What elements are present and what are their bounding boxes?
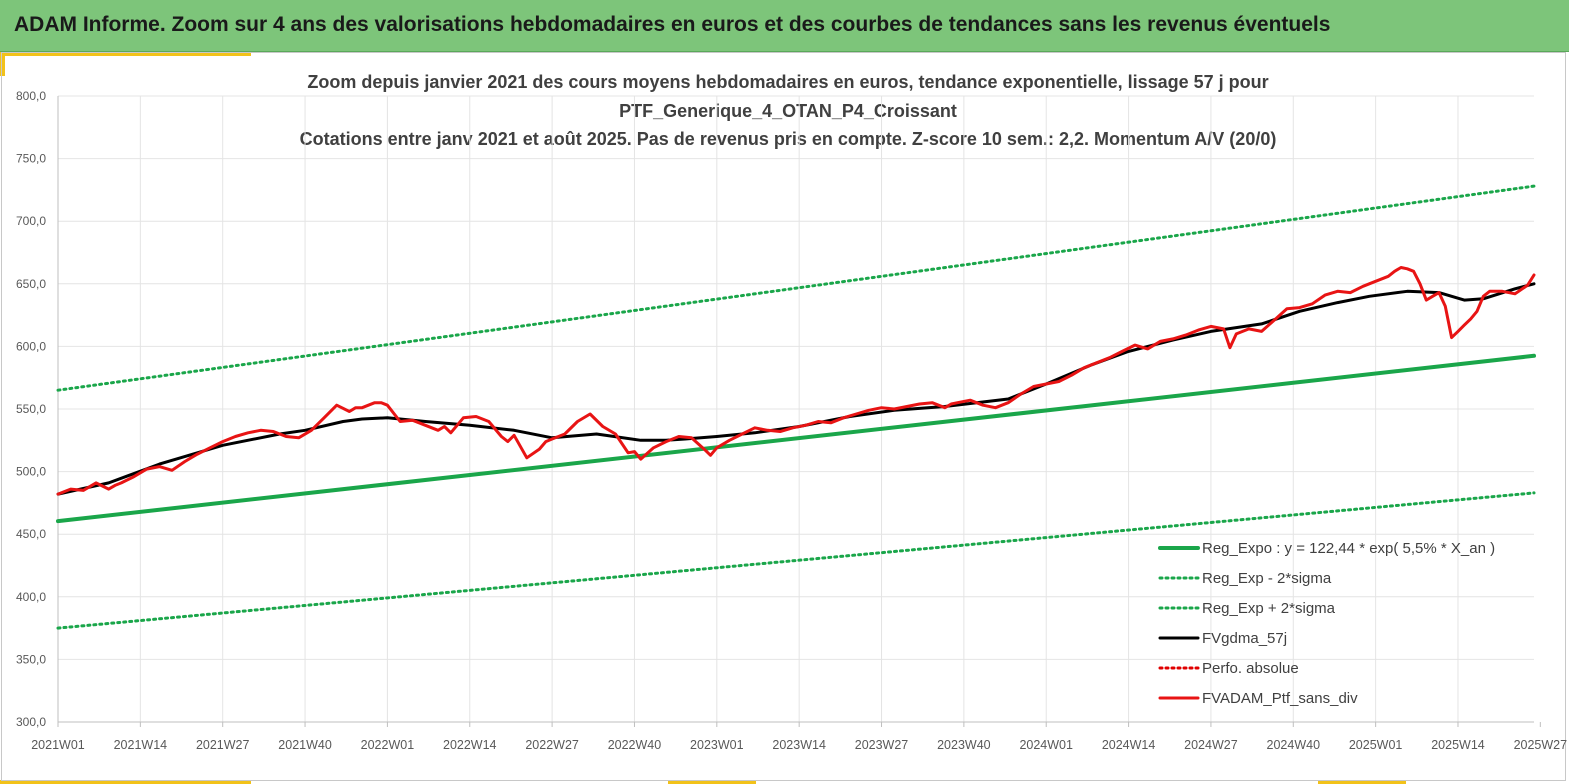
y-tick-label: 750,0 bbox=[16, 152, 46, 166]
lower-sigma-band bbox=[56, 491, 1536, 630]
accent-bar-bottom-mid bbox=[668, 780, 756, 784]
x-tick-label: 2021W27 bbox=[196, 738, 250, 752]
y-tick-label: 500,0 bbox=[16, 465, 46, 479]
y-tick-label: 400,0 bbox=[16, 590, 46, 604]
x-tick-label: 2024W27 bbox=[1184, 738, 1238, 752]
accent-bar-bottom-left bbox=[0, 780, 251, 784]
x-tick-label: 2024W40 bbox=[1267, 738, 1321, 752]
report-banner: ADAM Informe. Zoom sur 4 ans des valoris… bbox=[0, 0, 1569, 52]
legend-label: Reg_Expo : y = 122,44 * exp( 5,5% * X_an… bbox=[1202, 540, 1495, 557]
legend-label: FVADAM_Ptf_sans_div bbox=[1202, 690, 1358, 707]
x-tick-label: 2025W14 bbox=[1431, 738, 1485, 752]
x-tick-label: 2022W01 bbox=[361, 738, 415, 752]
accent-bar-corner bbox=[0, 52, 5, 76]
x-tick-label: 2024W01 bbox=[1019, 738, 1073, 752]
x-tick-label: 2023W01 bbox=[690, 738, 744, 752]
legend-label: Reg_Exp + 2*sigma bbox=[1202, 600, 1336, 617]
y-tick-label: 700,0 bbox=[16, 214, 46, 228]
legend-label: Reg_Exp - 2*sigma bbox=[1202, 570, 1332, 587]
x-tick-label: 2023W40 bbox=[937, 738, 991, 752]
x-tick-label: 2021W01 bbox=[31, 738, 85, 752]
y-tick-label: 550,0 bbox=[16, 402, 46, 416]
series-lines bbox=[56, 184, 1536, 630]
report-title: ADAM Informe. Zoom sur 4 ans des valoris… bbox=[14, 13, 1331, 36]
x-tick-label: 2023W27 bbox=[855, 738, 909, 752]
portfolio-value-line bbox=[56, 266, 1536, 496]
chart-title-line-2: PTF_Generique_4_OTAN_P4_Croissant bbox=[619, 101, 957, 121]
legend-label: FVgdma_57j bbox=[1202, 630, 1287, 647]
y-tick-label: 300,0 bbox=[16, 715, 46, 729]
accent-bar-top bbox=[0, 52, 251, 56]
x-tick-label: 2025W01 bbox=[1349, 738, 1403, 752]
chart-title-line-1: Zoom depuis janvier 2021 des cours moyen… bbox=[307, 72, 1269, 92]
y-tick-label: 800,0 bbox=[16, 89, 46, 103]
upper-sigma-band bbox=[56, 184, 1536, 392]
y-tick-label: 350,0 bbox=[16, 652, 46, 666]
legend: Reg_Expo : y = 122,44 * exp( 5,5% * X_an… bbox=[1158, 540, 1495, 707]
moving-average-line bbox=[56, 282, 1536, 496]
x-tick-label: 2021W40 bbox=[278, 738, 332, 752]
x-tick-label: 2024W14 bbox=[1102, 738, 1156, 752]
x-tick-label: 2022W27 bbox=[525, 738, 579, 752]
chart-title-line-3: Cotations entre janv 2021 et août 2025. … bbox=[299, 129, 1277, 149]
grid-lines bbox=[57, 95, 1534, 723]
regression-line bbox=[56, 353, 1536, 524]
legend-label: Perfo. absolue bbox=[1202, 660, 1299, 677]
y-tick-label: 600,0 bbox=[16, 339, 46, 353]
axes: 300,0 350,0 400,0 450,0 500,0 550,0 600,0 650,0… bbox=[16, 89, 1567, 752]
y-tick-label: 650,0 bbox=[16, 277, 46, 291]
x-tick-label: 2025W27 bbox=[1514, 738, 1568, 752]
accent-bar-bottom-right bbox=[1318, 780, 1406, 784]
x-tick-label: 2021W14 bbox=[114, 738, 168, 752]
x-tick-label: 2022W14 bbox=[443, 738, 497, 752]
y-tick-label: 450,0 bbox=[16, 527, 46, 541]
x-tick-label: 2022W40 bbox=[608, 738, 662, 752]
x-tick-label: 2023W14 bbox=[772, 738, 826, 752]
